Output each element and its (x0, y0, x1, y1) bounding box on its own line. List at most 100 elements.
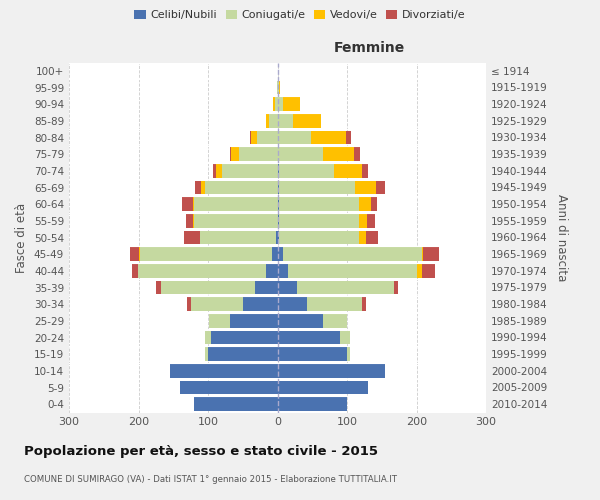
Bar (277, 280, 297, 294)
Bar (196, 180, 201, 194)
Bar (243, 298, 277, 311)
Bar (277, 98, 283, 111)
Bar (355, 180, 376, 194)
Y-axis label: Fasce di età: Fasce di età (16, 202, 28, 272)
Bar (139, 248, 140, 261)
Bar (362, 298, 366, 311)
Text: Femmine: Femmine (334, 42, 405, 56)
Bar (274, 98, 275, 111)
Bar (277, 398, 347, 411)
Bar (187, 298, 191, 311)
Bar (130, 248, 139, 261)
Bar (182, 198, 193, 211)
Bar (424, 248, 439, 261)
Bar (307, 298, 362, 311)
Bar (394, 280, 398, 294)
Bar (255, 280, 277, 294)
Bar (186, 214, 193, 228)
Bar (140, 248, 272, 261)
Bar (283, 248, 422, 261)
Bar (279, 180, 355, 194)
Bar (340, 330, 350, 344)
Bar (205, 330, 211, 344)
Bar (200, 230, 276, 244)
Bar (359, 230, 366, 244)
Bar (230, 148, 231, 161)
Bar (297, 280, 394, 294)
Bar (359, 214, 367, 228)
Text: Popolazione per età, sesso e stato civile - 2015: Popolazione per età, sesso e stato civil… (24, 445, 378, 458)
Bar (239, 148, 277, 161)
Bar (311, 130, 346, 144)
Bar (376, 180, 385, 194)
Bar (209, 314, 230, 328)
Bar (277, 298, 307, 311)
Legend: Celibi/Nubili, Coniugati/e, Vedovi/e, Divorziati/e: Celibi/Nubili, Coniugati/e, Vedovi/e, Di… (130, 6, 470, 25)
Bar (416, 264, 422, 278)
Bar (279, 198, 359, 211)
Bar (422, 248, 424, 261)
Bar (231, 148, 239, 161)
Bar (211, 330, 277, 344)
Bar (213, 164, 217, 177)
Bar (277, 330, 340, 344)
Bar (205, 180, 277, 194)
Bar (180, 380, 277, 394)
Bar (193, 214, 194, 228)
Text: COMUNE DI SUMIRAGO (VA) - Dati ISTAT 1° gennaio 2015 - Elaborazione TUTTITALIA.I: COMUNE DI SUMIRAGO (VA) - Dati ISTAT 1° … (24, 475, 397, 484)
Bar (277, 130, 311, 144)
Bar (371, 198, 377, 211)
Bar (277, 198, 279, 211)
Bar (193, 198, 194, 211)
Bar (266, 264, 277, 278)
Bar (279, 230, 359, 244)
Bar (422, 264, 434, 278)
Bar (184, 230, 200, 244)
Bar (279, 80, 280, 94)
Bar (276, 230, 277, 244)
Bar (275, 98, 277, 111)
Bar (161, 280, 255, 294)
Bar (277, 348, 347, 361)
Bar (217, 164, 222, 177)
Bar (277, 248, 283, 261)
Bar (170, 364, 277, 378)
Bar (354, 148, 359, 161)
Bar (257, 130, 277, 144)
Bar (359, 198, 371, 211)
Bar (366, 230, 378, 244)
Bar (323, 314, 347, 328)
Bar (138, 264, 266, 278)
Bar (272, 248, 277, 261)
Bar (277, 80, 279, 94)
Bar (201, 180, 205, 194)
Bar (347, 348, 350, 361)
Bar (277, 264, 288, 278)
Bar (346, 130, 351, 144)
Bar (334, 164, 362, 177)
Bar (266, 114, 269, 128)
Bar (323, 148, 354, 161)
Bar (277, 380, 368, 394)
Bar (205, 348, 208, 361)
Bar (279, 164, 334, 177)
Bar (367, 214, 376, 228)
Bar (250, 130, 251, 144)
Bar (277, 364, 385, 378)
Bar (132, 264, 138, 278)
Bar (222, 164, 277, 177)
Bar (288, 264, 416, 278)
Bar (277, 214, 279, 228)
Bar (277, 114, 293, 128)
Bar (230, 314, 277, 328)
Y-axis label: Anni di nascita: Anni di nascita (554, 194, 568, 281)
Bar (156, 280, 161, 294)
Bar (194, 214, 277, 228)
Bar (191, 298, 243, 311)
Bar (277, 148, 323, 161)
Bar (277, 180, 279, 194)
Bar (279, 214, 359, 228)
Bar (208, 348, 277, 361)
Bar (277, 164, 279, 177)
Bar (251, 130, 257, 144)
